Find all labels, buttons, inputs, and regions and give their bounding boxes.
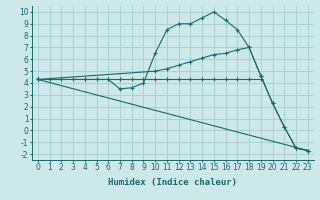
X-axis label: Humidex (Indice chaleur): Humidex (Indice chaleur) bbox=[108, 178, 237, 187]
